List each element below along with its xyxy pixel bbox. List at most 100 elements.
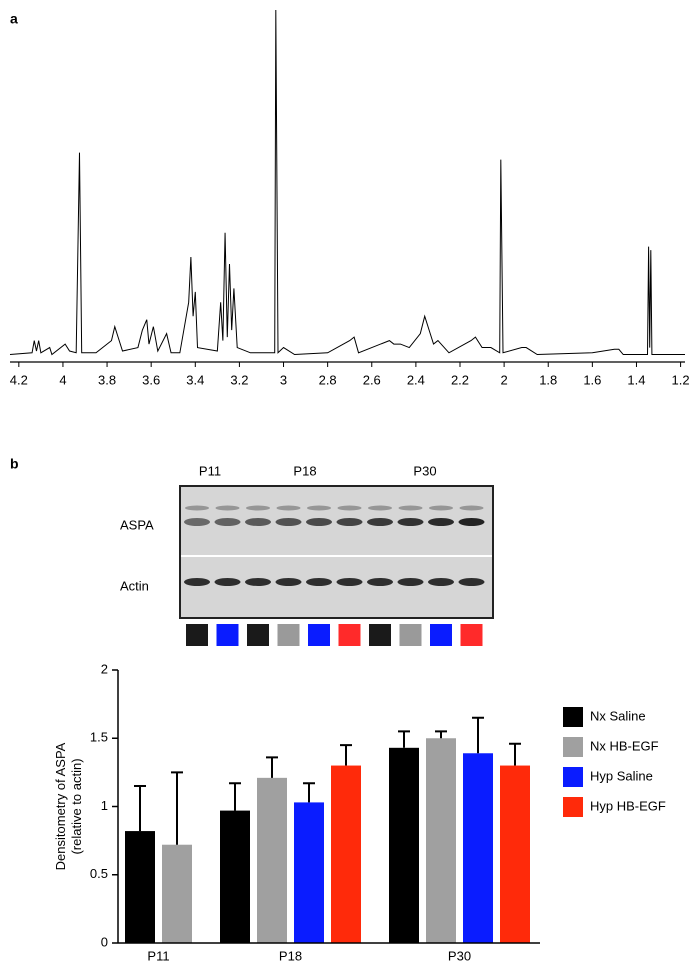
x-tick-label: 2.2 (451, 372, 469, 387)
lane-key (247, 624, 269, 646)
blot-band (214, 578, 241, 586)
blot-band (397, 578, 424, 586)
blot-band (459, 505, 484, 511)
blot-band (245, 578, 271, 586)
panel-label: a (10, 11, 18, 27)
bar (257, 777, 287, 943)
group-label: P30 (413, 463, 436, 478)
legend-swatch (563, 797, 583, 817)
x-tick-label: P18 (279, 948, 302, 963)
error-bar (171, 771, 183, 845)
bar (162, 844, 192, 943)
x-tick-label: 4 (59, 372, 66, 387)
blot-band (184, 578, 210, 586)
error-bar (134, 785, 146, 832)
legend-label: Hyp HB-EGF (590, 798, 666, 813)
blot-band (307, 505, 331, 511)
lane-key (308, 624, 330, 646)
x-tick-label: 2 (501, 372, 508, 387)
x-tick-label: 2.8 (319, 372, 337, 387)
error-bar (303, 782, 315, 803)
legend-label: Nx HB-EGF (590, 738, 659, 753)
blot-band (367, 518, 393, 526)
bar (294, 802, 324, 943)
y-axis-label: Densitometry of ASPA(relative to actin) (53, 742, 84, 870)
bar (331, 765, 361, 943)
lane-key (430, 624, 452, 646)
western-blot: P11 P18 P30 ASPA Actin (120, 463, 494, 619)
blot-band (458, 578, 485, 586)
blot-band (185, 505, 209, 511)
spectrum-line (9, 9, 685, 356)
blot-band (458, 518, 485, 526)
x-tick-label: P11 (147, 948, 169, 963)
blot-band (246, 505, 270, 511)
blot-band (336, 518, 363, 526)
x-tick-label: 3.2 (230, 372, 248, 387)
lane-key (277, 624, 300, 646)
x-tick-label: 2.6 (363, 372, 381, 387)
y-tick-label: 0.5 (90, 866, 108, 881)
lane-key (460, 624, 483, 646)
bar (426, 738, 456, 943)
x-tick-label: 3.6 (142, 372, 160, 387)
blot-band (306, 518, 332, 526)
x-tick-label: 1.4 (627, 372, 645, 387)
blot-band (428, 518, 454, 526)
x-tick-label: P30 (448, 948, 471, 963)
y-axis-label-line: (relative to actin) (69, 758, 84, 854)
bar (220, 810, 250, 943)
bar (500, 765, 530, 943)
legend-label: Hyp Saline (590, 768, 653, 783)
blot-band (306, 578, 332, 586)
error-bar (398, 730, 410, 748)
y-tick-label: 1.5 (90, 730, 108, 745)
row-label: Actin (120, 578, 149, 593)
blot-band (428, 578, 454, 586)
lane-key (186, 624, 208, 646)
x-tick-label: 3.4 (186, 372, 204, 387)
x-tick-label: 4.2 (10, 372, 28, 387)
lane-key (399, 624, 422, 646)
lane-key (369, 624, 391, 646)
x-tick-label: 1.2 (672, 372, 690, 387)
blot-band (367, 578, 393, 586)
row-label: ASPA (120, 517, 154, 532)
error-bar (229, 782, 241, 811)
error-bar (340, 744, 352, 766)
group-label: P11 (199, 463, 221, 478)
x-tick-label: 1.8 (539, 372, 557, 387)
blot-band (429, 505, 453, 511)
blot-band (276, 505, 301, 511)
group-label: P18 (293, 463, 316, 478)
x-tick-label: 2.4 (407, 372, 425, 387)
blot-band (214, 518, 241, 526)
panel-label: b (10, 456, 19, 472)
blot-band (337, 505, 362, 511)
legend-label: Nx Saline (590, 708, 646, 723)
blot-band (336, 578, 363, 586)
bar (389, 747, 419, 943)
legend-swatch (563, 707, 583, 727)
error-bar (509, 742, 521, 766)
x-tick-label: 3 (280, 372, 287, 387)
y-tick-label: 0 (101, 934, 108, 949)
lane-key (216, 624, 239, 646)
x-tick-label: 1.6 (583, 372, 601, 387)
blot-band (398, 505, 423, 511)
error-bar (472, 716, 484, 754)
bar (125, 831, 155, 943)
legend-swatch (563, 737, 583, 757)
blot-band (368, 505, 392, 511)
blot-band (397, 518, 424, 526)
blot-band (275, 578, 302, 586)
y-tick-label: 1 (101, 798, 108, 813)
blot-band (275, 518, 302, 526)
blot-band (184, 518, 210, 526)
y-axis-label-line: Densitometry of ASPA (53, 742, 68, 870)
error-bar (435, 730, 447, 739)
lane-key (338, 624, 361, 646)
legend-swatch (563, 767, 583, 787)
y-tick-label: 2 (101, 661, 108, 676)
